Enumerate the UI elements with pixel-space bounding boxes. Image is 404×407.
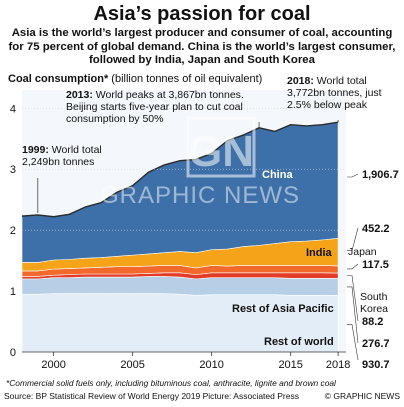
- value-connector: [347, 227, 359, 251]
- annotation-1999-line: World total: [49, 144, 102, 156]
- value-india: 452.2: [362, 223, 390, 235]
- y-tick-label: 1: [10, 286, 16, 298]
- value-south-korea: 88.2: [362, 316, 383, 328]
- source-note: Source: BP Statistical Review of World E…: [4, 391, 299, 401]
- label-south-korea: South: [360, 291, 388, 303]
- value-connector: [347, 173, 359, 178]
- value-japan: 117.5: [362, 259, 389, 271]
- x-tick-label: 2018: [326, 359, 350, 371]
- annotation-2013-line: Beijing starts five-year plan to cut coa…: [66, 101, 243, 113]
- label-japan: Japan: [348, 246, 377, 258]
- y-tick-label: 3: [10, 164, 16, 176]
- label-rest-of-world: Rest of world: [264, 336, 334, 348]
- chart-title: Asia’s passion for coal: [93, 3, 311, 25]
- watermark-logo-box: [186, 116, 256, 178]
- annotation-2018-line: 3,772bn tonnes, just: [287, 87, 382, 99]
- value-connector: [347, 286, 359, 344]
- annotation-1999: 1999: World total 2,249bn tonnes: [22, 144, 102, 168]
- watermark-logo: GN: [188, 127, 254, 176]
- annotation-2018-year: 2018:: [287, 75, 314, 87]
- x-tick-label: 2010: [199, 359, 223, 371]
- y-axis-label-bold: Coal consumption*: [8, 73, 109, 85]
- world-total-line: [21, 121, 339, 218]
- label-rest-asia-pacific: Rest of Asia Pacific: [232, 303, 334, 315]
- label-china: China: [262, 169, 293, 181]
- value-connector: [347, 275, 359, 322]
- annotation-2013-year: 2013:: [66, 89, 93, 101]
- label-india: India: [306, 247, 333, 259]
- x-tick-label: 2000: [41, 359, 65, 371]
- chart-subtitle: Asia is the world’s largest producer and…: [8, 27, 396, 67]
- value-china: 1,906.7: [362, 169, 399, 181]
- annotation-2018-line: 2.5% below peak: [287, 99, 368, 111]
- annotation-2018: 2018: World total 3,772bn tonnes, just 2.5…: [287, 75, 382, 111]
- footnote: *Commercial solid fuels only, including …: [6, 378, 336, 388]
- y-axis-label: Coal consumption* (billion tonnes of oil…: [8, 73, 262, 85]
- value-rest-of-world: 930.7: [362, 359, 390, 371]
- credit-note: © GRAPHIC NEWS: [324, 391, 400, 401]
- annotation-1999-year: 1999:: [22, 144, 49, 156]
- watermark-text: GRAPHIC NEWS: [100, 182, 300, 209]
- value-rest-asia-pacific: 276.7: [362, 338, 390, 350]
- y-tick-label: 2: [10, 225, 16, 237]
- annotation-2018-line: World total: [314, 75, 367, 87]
- annotation-2013-line: consumption by 50%: [66, 113, 163, 125]
- label-south-korea: Korea: [360, 303, 388, 315]
- x-tick-label: 2015: [278, 359, 302, 371]
- annotation-1999-line: 2,249bn tonnes: [22, 156, 94, 168]
- annotation-2013-line: World peaks at 3,867bn tonnes.: [93, 89, 244, 101]
- value-connector: [347, 263, 359, 270]
- y-tick-label: 0: [10, 347, 16, 359]
- value-connector: [347, 324, 359, 361]
- x-tick-label: 2005: [120, 359, 144, 371]
- y-axis-label-unit: (billion tonnes of oil equivalent): [111, 73, 263, 85]
- annotation-2013: 2013: World peaks at 3,867bn tonnes. Beij…: [66, 89, 244, 125]
- y-tick-label: 4: [10, 103, 16, 115]
- area-rest-of-asia-pacific: [21, 276, 339, 296]
